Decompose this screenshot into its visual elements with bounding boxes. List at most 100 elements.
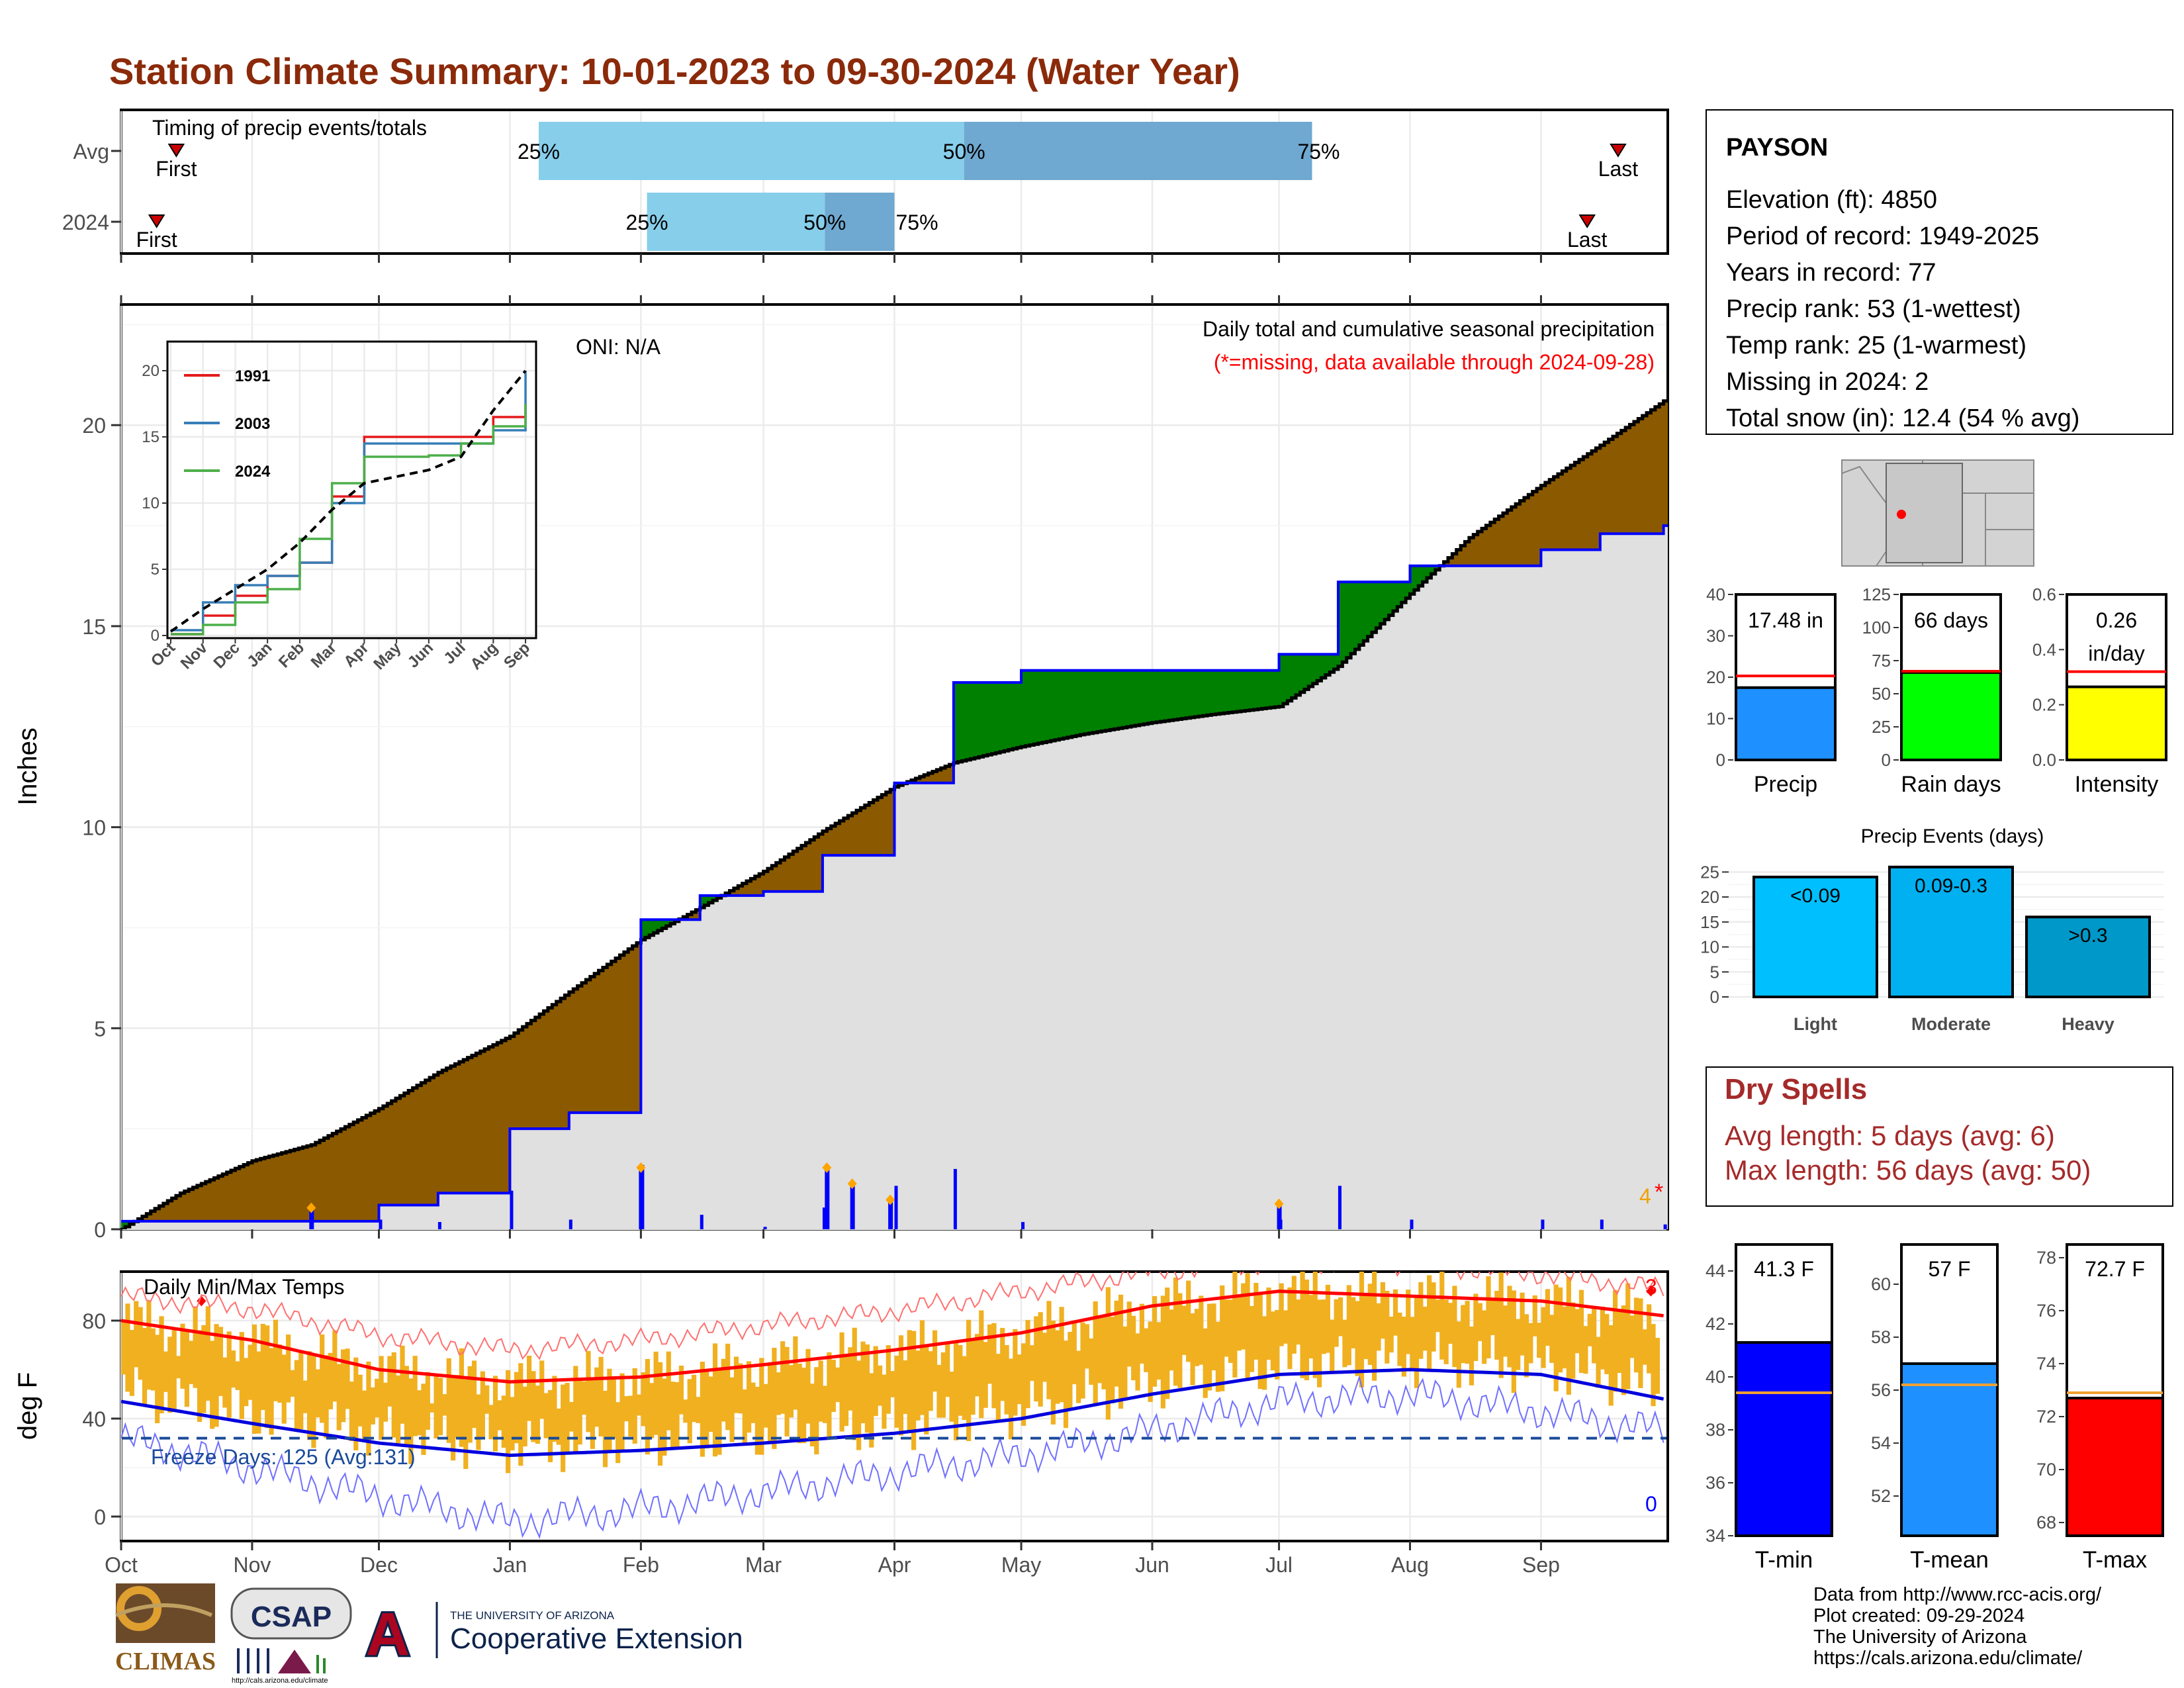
daily-temp-bar (146, 1300, 152, 1390)
daily-temp-bar (725, 1343, 731, 1430)
daily-temp-bar (979, 1310, 984, 1419)
daily-temp-bar (843, 1355, 849, 1427)
daily-temp-bar (742, 1389, 747, 1444)
daily-temp-bar (184, 1331, 189, 1407)
daily-temp-bar (890, 1371, 895, 1397)
daily-temp-bar (480, 1371, 485, 1437)
daily-temp-bar (932, 1330, 938, 1392)
daily-temp-bar (167, 1336, 173, 1413)
daily-temp-bar (1068, 1331, 1073, 1409)
daily-temp-bar (1253, 1283, 1259, 1360)
timing-panel: Timing of precip events/totals Avg 25% 50%… (62, 109, 1669, 255)
temp-summary-y-tick: 78 (2036, 1248, 2056, 1268)
temp-summary-value-label: 72.7 F (2085, 1257, 2145, 1281)
daily-temp-bar (561, 1384, 566, 1472)
daily-temp-bar (492, 1376, 498, 1452)
daily-precip-bar (639, 1168, 644, 1229)
daily-temp-bar (1363, 1295, 1369, 1360)
daily-temp-bar (1621, 1305, 1626, 1395)
first-label: First (156, 157, 197, 181)
observed-cumulative-line (121, 524, 1668, 1223)
daily-temp-bar (1165, 1288, 1170, 1399)
temp-y-tick: 40 (82, 1407, 106, 1431)
timing-p25: 25% (626, 211, 668, 234)
daily-temp-bar (433, 1376, 439, 1439)
daily-temp-bar (446, 1358, 451, 1443)
avg-high-line (121, 1289, 1664, 1384)
daily-temp-bar (315, 1369, 320, 1418)
daily-temp-bar (729, 1377, 735, 1442)
daily-temp-bar (1566, 1276, 1571, 1395)
daily-temp-bar (138, 1307, 143, 1380)
summary-y-tick: 25 (1872, 717, 1891, 737)
daily-temp-bar (1490, 1299, 1496, 1335)
precip-y-tick: 5 (94, 1017, 106, 1041)
daily-temp-bar (370, 1387, 375, 1425)
credit-line: The University of Arizona (1813, 1626, 2027, 1648)
daily-temp-bar (784, 1346, 790, 1436)
daily-temp-bar (349, 1382, 354, 1441)
daily-temp-bar (835, 1367, 841, 1403)
daily-temp-bar (244, 1358, 249, 1407)
summary-y-tick: 30 (1706, 626, 1725, 646)
temp-summary-y-tick: 44 (1706, 1261, 1725, 1281)
daily-temp-bar (1385, 1290, 1390, 1364)
daily-temp-bar (1334, 1299, 1339, 1347)
temp-summary-y-tick: 70 (2036, 1460, 2056, 1479)
daily-temp-bar (484, 1385, 490, 1414)
daily-temp-bar (915, 1350, 921, 1421)
daily-temp-bar (1279, 1283, 1284, 1346)
daily-temp-bar (882, 1374, 887, 1429)
daily-temp-bar (1275, 1309, 1280, 1380)
daily-temp-bar (471, 1360, 477, 1429)
daily-temp-bar (539, 1360, 545, 1419)
daily-temp-bar (235, 1361, 240, 1390)
daily-peak-marker (306, 1202, 316, 1213)
ua-letter: A (366, 1601, 410, 1668)
daily-temp-bar (919, 1320, 925, 1415)
daily-temp-bar (1439, 1272, 1445, 1360)
daily-temp-bar (1071, 1320, 1077, 1385)
daily-temp-bar (535, 1385, 540, 1444)
daily-temp-bar (205, 1306, 210, 1401)
daily-temp-bar (302, 1380, 308, 1413)
daily-precip-bar (825, 1168, 830, 1229)
daily-temp-bar (962, 1356, 967, 1421)
daily-temp-bar (852, 1327, 857, 1440)
daily-temp-bar (1144, 1328, 1149, 1372)
freeze-days-label: Freeze Days: 125 (Avg:131) (151, 1445, 416, 1469)
daily-temp-bar (581, 1381, 587, 1415)
daily-temp-bar (442, 1394, 447, 1416)
daily-temp-bar (1169, 1309, 1174, 1371)
daily-temp-bar (1431, 1282, 1436, 1352)
daily-temp-bar (1469, 1326, 1475, 1385)
record-high-marker (1646, 1286, 1656, 1297)
station-info-line: Precip rank: 53 (1-wettest) (1726, 295, 2021, 323)
daily-temp-bar (788, 1365, 794, 1418)
daily-temp-bar (797, 1364, 802, 1444)
daily-temp-bar (214, 1324, 219, 1427)
event-bar-label: Heavy (2062, 1014, 2115, 1034)
daily-temp-bar (712, 1343, 718, 1457)
daily-temp-bar (763, 1383, 768, 1428)
daily-temp-bar (129, 1330, 134, 1396)
daily-temp-bar (974, 1334, 980, 1397)
summary-y-tick: 0.4 (2032, 639, 2056, 659)
daily-temp-bar (1245, 1273, 1250, 1382)
daily-temp-bar (738, 1363, 743, 1414)
daily-precip-bar (379, 1219, 383, 1229)
event-bar-text: 0.09-0.3 (1915, 875, 1987, 897)
daily-temp-bar (662, 1378, 667, 1456)
daily-temp-bar (1084, 1324, 1090, 1369)
daily-temp-bar (670, 1382, 676, 1448)
daily-temp-bar (1388, 1316, 1394, 1353)
timing-bar-second-half (964, 122, 1312, 180)
timing-p25: 25% (518, 140, 560, 164)
inset-y-tick: 15 (142, 428, 159, 446)
daily-temp-bar (1338, 1297, 1343, 1336)
daily-temp-bar (1435, 1299, 1440, 1333)
daily-temp-bar (396, 1375, 401, 1444)
daily-temp-bar (704, 1372, 709, 1449)
daily-temp-bar (1494, 1291, 1500, 1360)
